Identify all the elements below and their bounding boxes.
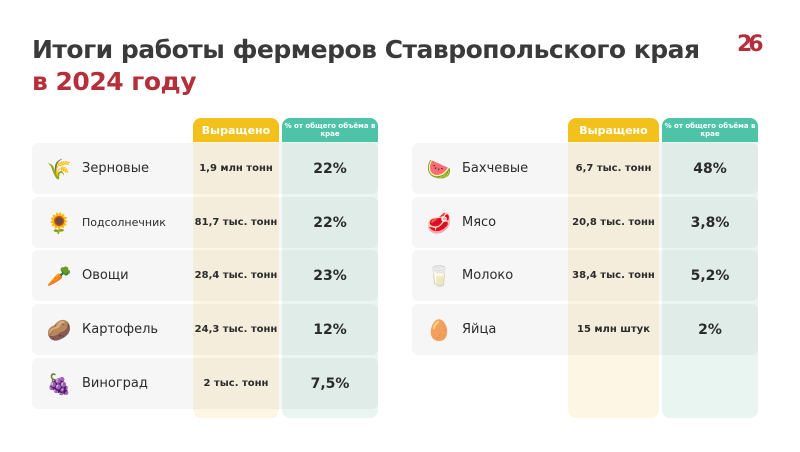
share-value: 23% bbox=[313, 267, 347, 284]
header-grown-right: Выращено bbox=[568, 118, 659, 142]
title-line-2: в 2024 году bbox=[32, 67, 197, 96]
grapes-icon: 🍇 bbox=[46, 371, 72, 396]
table-row: 🥚 Яйца 15 млн штук 2% bbox=[412, 304, 758, 355]
product-name: Яйца bbox=[462, 322, 497, 337]
grown-value: 15 млн штук bbox=[576, 324, 650, 335]
table-row: 🥔 Картофель 24,3 тыс. тонн 12% bbox=[32, 304, 378, 355]
table-row: 🍉 Бахчевые 6,7 тыс. тонн 48% bbox=[412, 143, 758, 194]
grown-value: 20,8 тыс. тонн bbox=[572, 217, 655, 228]
product-name: Молоко bbox=[462, 268, 514, 283]
table-row: 🥕 Овощи 28,4 тыс. тонн 23% bbox=[32, 250, 378, 301]
product-name: Мясо bbox=[462, 215, 497, 230]
egg-icon: 🥚 bbox=[426, 317, 452, 342]
product-name: Зерновые bbox=[82, 161, 149, 176]
share-column-right bbox=[662, 141, 758, 418]
grown-value: 1,9 млн тонн bbox=[199, 163, 273, 174]
grown-column-right bbox=[568, 141, 659, 418]
grown-value: 24,3 тыс. тонн bbox=[194, 324, 278, 335]
share-column-left bbox=[282, 141, 378, 418]
grown-value: 28,4 тыс. тонн bbox=[194, 270, 278, 281]
page-title: Итоги работы фермеров Ставропольского кр… bbox=[32, 34, 700, 98]
milk-icon: 🥛 bbox=[426, 263, 452, 288]
grown-value: 38,4 тыс. тонн bbox=[572, 270, 655, 281]
header-share-left: % от общего объёма в крае bbox=[282, 118, 378, 142]
share-value: 5,2% bbox=[690, 267, 730, 284]
table-row: 🥛 Молоко 38,4 тыс. тонн 5,2% bbox=[412, 250, 758, 301]
share-value: 22% bbox=[313, 214, 347, 231]
title-line-1: Итоги работы фермеров Ставропольского кр… bbox=[32, 35, 700, 64]
header-grown-left: Выращено bbox=[193, 118, 279, 142]
product-name: Виноград bbox=[82, 376, 148, 391]
meat-icon: 🥩 bbox=[426, 210, 452, 235]
share-value: 48% bbox=[693, 160, 727, 177]
sunflower-icon: 🌻 bbox=[46, 210, 72, 235]
wheat-icon: 🌾 bbox=[46, 156, 72, 181]
table-row: 🍇 Виноград 2 тыс. тонн 7,5% bbox=[32, 358, 378, 409]
product-name: Картофель bbox=[82, 322, 159, 337]
grown-value: 81,7 тыс. тонн bbox=[194, 217, 278, 228]
share-value: 7,5% bbox=[310, 375, 350, 392]
share-value: 3,8% bbox=[690, 214, 730, 231]
watermelon-icon: 🍉 bbox=[426, 156, 452, 181]
grown-column-left bbox=[193, 141, 279, 418]
share-value: 22% bbox=[313, 160, 347, 177]
product-name: Овощи bbox=[82, 268, 129, 283]
share-value: 2% bbox=[698, 321, 722, 338]
product-name: Бахчевые bbox=[462, 161, 529, 176]
table-row: 🌻 Подсолнечник 81,7 тыс. тонн 22% bbox=[32, 197, 378, 248]
product-name: Подсолнечник bbox=[82, 216, 166, 229]
potato-icon: 🥔 bbox=[46, 317, 72, 342]
logo: 26 bbox=[737, 32, 764, 57]
header-share-right: % от общего объёма в крае bbox=[662, 118, 758, 142]
vegetables-icon: 🥕 bbox=[46, 263, 72, 288]
table-row: 🌾 Зерновые 1,9 млн тонн 22% bbox=[32, 143, 378, 194]
grown-value: 6,7 тыс. тонн bbox=[575, 163, 652, 174]
grown-value: 2 тыс. тонн bbox=[203, 378, 269, 389]
table-row: 🥩 Мясо 20,8 тыс. тонн 3,8% bbox=[412, 197, 758, 248]
share-value: 12% bbox=[313, 321, 347, 338]
